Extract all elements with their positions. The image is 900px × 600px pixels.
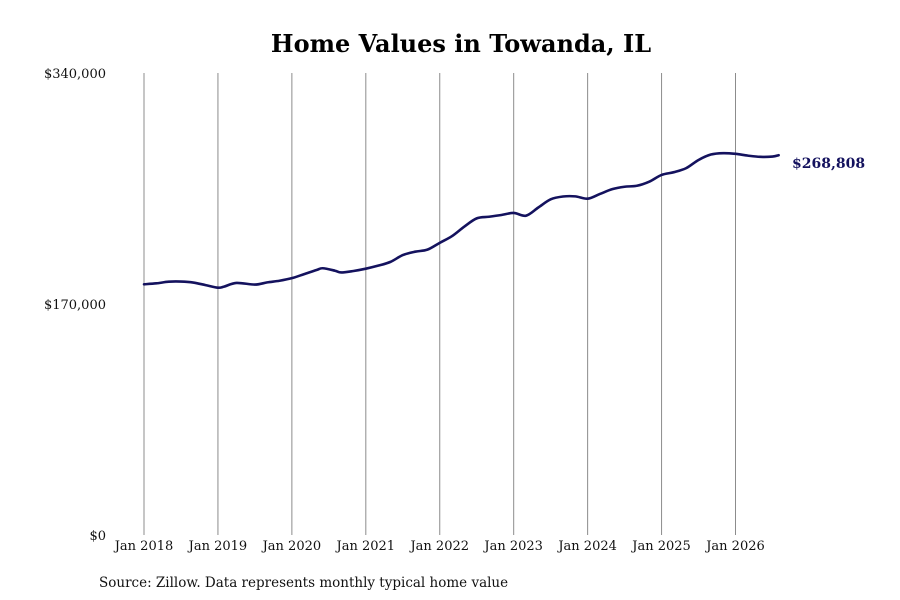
x-tick-label: Jan 2024 xyxy=(556,539,617,554)
x-axis-ticks: Jan 2018 Jan 2019 Jan 2020 Jan 2021 Jan 2022… xyxy=(113,539,765,554)
x-tick-label: Jan 2023 xyxy=(482,539,543,554)
x-tick-label: Jan 2019 xyxy=(187,539,248,554)
end-value-label: $268,808 xyxy=(792,156,865,172)
x-tick-label: Jan 2022 xyxy=(408,539,469,554)
series-line xyxy=(142,151,780,290)
source-note: Source: Zillow. Data represents monthly … xyxy=(99,575,508,591)
x-tick-label: Jan 2026 xyxy=(704,539,765,554)
x-tick-label: Jan 2021 xyxy=(335,539,396,554)
chart-title: Home Values in Towanda, IL xyxy=(271,29,651,58)
y-tick-label: $0 xyxy=(89,529,106,544)
grid-layer xyxy=(143,73,736,535)
y-tick-label: $170,000 xyxy=(44,298,106,313)
y-tick-label: $340,000 xyxy=(44,67,106,82)
y-axis-ticks: $0 $170,000 $340,000 xyxy=(44,67,106,544)
x-tick-label: Jan 2018 xyxy=(113,539,174,554)
x-tick-label: Jan 2020 xyxy=(261,539,322,554)
x-tick-label: Jan 2025 xyxy=(630,539,691,554)
